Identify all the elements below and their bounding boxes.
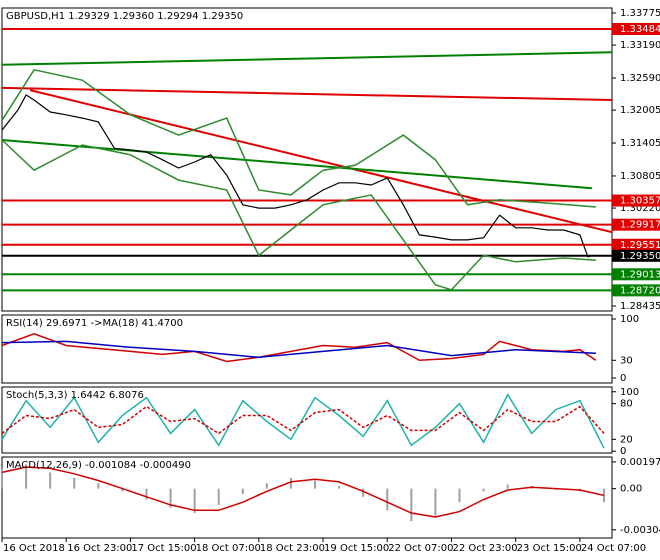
histogram-bar bbox=[241, 488, 244, 495]
panel-title: RSI(14) 29.6971 ->MA(18) 41.4700 bbox=[6, 318, 183, 329]
y-tick-label: -0.003044 bbox=[620, 525, 660, 536]
y-tick-label: 0.00 bbox=[620, 484, 642, 495]
price-level-label: 1.29917 bbox=[620, 220, 660, 231]
y-tick-label: 80 bbox=[620, 399, 633, 410]
y-tick-label: 0 bbox=[620, 373, 626, 384]
panel-frame bbox=[1, 7, 613, 312]
histogram-bar bbox=[434, 488, 437, 516]
price-level-box bbox=[612, 249, 660, 262]
price-level-box bbox=[612, 194, 660, 207]
histogram-bar bbox=[314, 480, 317, 489]
histogram-bar bbox=[145, 488, 148, 500]
y-tick-label: 1.30220 bbox=[620, 203, 660, 214]
histogram-bar bbox=[338, 485, 341, 489]
histogram-bar bbox=[73, 477, 76, 489]
y-tick-label: 0.001973 bbox=[620, 457, 660, 468]
series-line bbox=[1, 333, 597, 363]
histogram-bar bbox=[289, 477, 292, 489]
price-level-label: 1.29350 bbox=[620, 251, 660, 262]
series-line bbox=[1, 393, 605, 449]
histogram-bar bbox=[217, 488, 220, 505]
panel-frame bbox=[1, 456, 613, 539]
x-tick-label: 22 Oct 23:00 bbox=[452, 543, 517, 554]
y-tick-label: 100 bbox=[620, 387, 639, 398]
price-level-label: 1.29551 bbox=[620, 240, 660, 251]
histogram-bar bbox=[386, 488, 389, 511]
y-tick-label: 1.33190 bbox=[620, 40, 660, 51]
price-level-box bbox=[612, 268, 660, 281]
trend-line bbox=[1, 86, 613, 101]
histogram-bar bbox=[121, 488, 124, 492]
price-level-label: 1.30357 bbox=[620, 196, 660, 207]
price-level-box bbox=[612, 238, 660, 251]
histogram-bar bbox=[25, 464, 28, 489]
histogram-bar bbox=[49, 472, 52, 489]
histogram-bar bbox=[506, 484, 509, 489]
y-tick-label: 1.30805 bbox=[620, 171, 660, 182]
y-tick-label: 20 bbox=[620, 434, 633, 445]
series-line bbox=[1, 94, 593, 258]
y-tick-label: 30 bbox=[620, 355, 633, 366]
panel-frame bbox=[1, 314, 613, 384]
price-level-box bbox=[612, 22, 660, 35]
panel-title: Stoch(5,3,3) 1.6442 6.8076 bbox=[6, 390, 144, 401]
x-tick-label: 19 Oct 15:00 bbox=[324, 543, 389, 554]
price-level-label: 1.33484 bbox=[620, 24, 660, 35]
series-line bbox=[1, 340, 596, 359]
histogram-bar bbox=[169, 488, 172, 508]
histogram-bar bbox=[410, 488, 413, 522]
y-tick-label: 1.31405 bbox=[620, 138, 660, 149]
histogram-bar bbox=[1, 468, 3, 489]
x-tick-label: 23 Oct 15:00 bbox=[517, 543, 582, 554]
price-level-label: 1.29013 bbox=[620, 269, 660, 280]
y-tick-label: 100 bbox=[620, 314, 639, 325]
x-tick-label: 18 Oct 23:00 bbox=[260, 543, 325, 554]
histogram-bar bbox=[265, 483, 268, 489]
series-line bbox=[1, 466, 605, 518]
series-line bbox=[1, 405, 605, 435]
price-level-box bbox=[612, 284, 660, 297]
histogram-bar bbox=[458, 488, 461, 503]
series-line bbox=[1, 68, 596, 208]
panel-frame bbox=[1, 386, 613, 454]
y-tick-label: 1.28435 bbox=[620, 301, 660, 312]
x-tick-label: 16 Oct 23:00 bbox=[67, 543, 132, 554]
x-tick-label: 16 Oct 2018 bbox=[3, 543, 65, 554]
series-line bbox=[1, 139, 596, 291]
panel-title: GBPUSD,H1 1.29329 1.29360 1.29294 1.2935… bbox=[6, 11, 243, 22]
x-tick-label: 22 Oct 07:00 bbox=[388, 543, 453, 554]
y-tick-label: 1.32590 bbox=[620, 73, 660, 84]
x-tick-label: 17 Oct 15:00 bbox=[131, 543, 196, 554]
x-tick-label: 18 Oct 07:00 bbox=[196, 543, 261, 554]
y-tick-label: 1.33775 bbox=[620, 8, 660, 19]
histogram-bar bbox=[362, 488, 365, 497]
panel-title: MACD(12,26,9) -0.001084 -0.000490 bbox=[6, 460, 191, 471]
x-tick-label: 24 Oct 07:00 bbox=[581, 543, 646, 554]
histogram-bar bbox=[482, 488, 485, 492]
price-level-box bbox=[612, 218, 660, 231]
price-level-label: 1.28720 bbox=[620, 285, 660, 296]
histogram-bar bbox=[193, 488, 196, 513]
trend-line bbox=[1, 51, 613, 66]
y-tick-label: 0 bbox=[620, 446, 626, 457]
trend-line bbox=[29, 89, 613, 234]
y-tick-label: 1.32005 bbox=[620, 105, 660, 116]
histogram-bar bbox=[97, 483, 100, 489]
